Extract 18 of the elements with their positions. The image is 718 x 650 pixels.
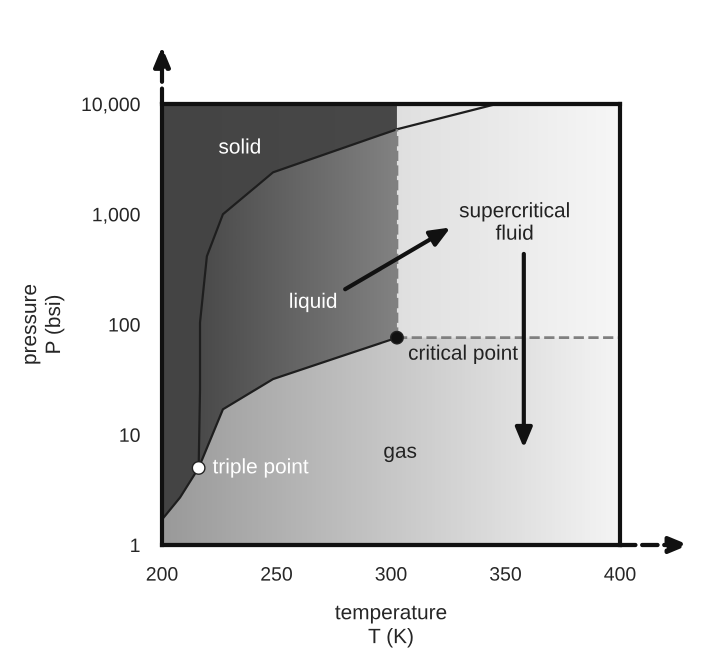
y-tick-label: 100 (110, 318, 140, 332)
annotation: supercritical fluid (460, 202, 569, 240)
x-tick-label: 350 (490, 567, 521, 581)
x-tick-label: 300 (376, 567, 406, 581)
y-axis-title: pressure P (bsi) (24, 284, 64, 364)
annotation: liquid (290, 292, 336, 312)
y-tick-label: 1 (131, 538, 140, 552)
x-axis-title: temperature T (K) (335, 606, 446, 648)
annotation: triple point (212, 458, 308, 478)
x-tick-label: 200 (146, 567, 178, 581)
y-tick-label: 1,000 (93, 208, 140, 224)
x-tick-label: 400 (604, 567, 636, 581)
annotation: solid (219, 138, 260, 154)
annotation: gas (384, 446, 416, 462)
annotation: critical point (408, 344, 518, 364)
y-tick-label: 10 (120, 428, 140, 442)
y-tick-label: 10,000 (82, 97, 140, 114)
x-tick-label: 250 (261, 567, 292, 581)
